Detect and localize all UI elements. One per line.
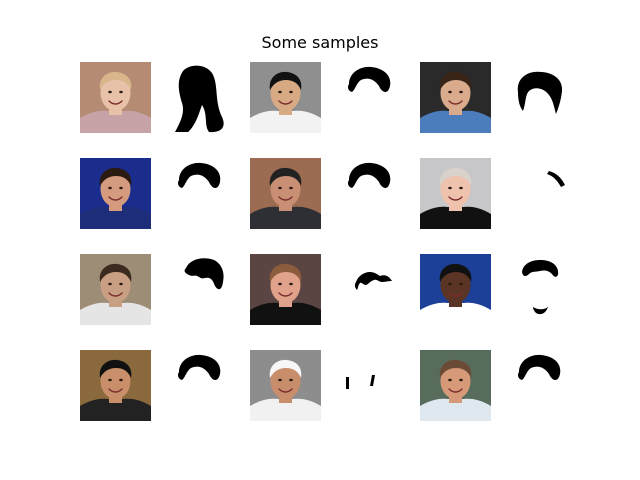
face-illustration [250,254,321,325]
hair-mask-image [335,62,406,133]
hair-mask-image [505,254,576,325]
hair-mask-image [165,158,236,229]
face-illustration [420,62,491,133]
face-illustration [420,254,491,325]
hair-mask-illustration [505,62,576,133]
hair-mask-illustration [505,254,576,325]
face-illustration [80,158,151,229]
face-image [420,350,491,421]
hair-mask-illustration [505,158,576,229]
face-image [80,158,151,229]
face-image [80,350,151,421]
hair-mask-image [165,62,236,133]
hair-mask-image [335,158,406,229]
sample-grid [80,62,576,422]
face-illustration [80,350,151,421]
face-illustration [250,158,321,229]
face-image [420,158,491,229]
hair-mask-image [335,254,406,325]
hair-mask-illustration [165,158,236,229]
hair-mask-image [505,158,576,229]
face-illustration [80,62,151,133]
face-illustration [80,254,151,325]
face-illustration [250,62,321,133]
hair-mask-illustration [165,62,236,133]
figure-title: Some samples [261,33,379,52]
hair-mask-illustration [335,62,406,133]
hair-mask-illustration [335,254,406,325]
hair-mask-image [165,350,236,421]
face-illustration [420,158,491,229]
hair-mask-image [505,350,576,421]
face-image [80,62,151,133]
face-image [250,254,321,325]
face-image [420,62,491,133]
face-image [80,254,151,325]
hair-mask-image [335,350,406,421]
face-illustration [420,350,491,421]
hair-mask-image [505,62,576,133]
face-image [420,254,491,325]
hair-mask-illustration [165,350,236,421]
hair-mask-illustration [505,350,576,421]
hair-mask-illustration [165,254,236,325]
face-image [250,158,321,229]
face-illustration [250,350,321,421]
hair-mask-illustration [335,158,406,229]
hair-mask-illustration [335,350,406,421]
face-image [250,350,321,421]
face-image [250,62,321,133]
hair-mask-image [165,254,236,325]
